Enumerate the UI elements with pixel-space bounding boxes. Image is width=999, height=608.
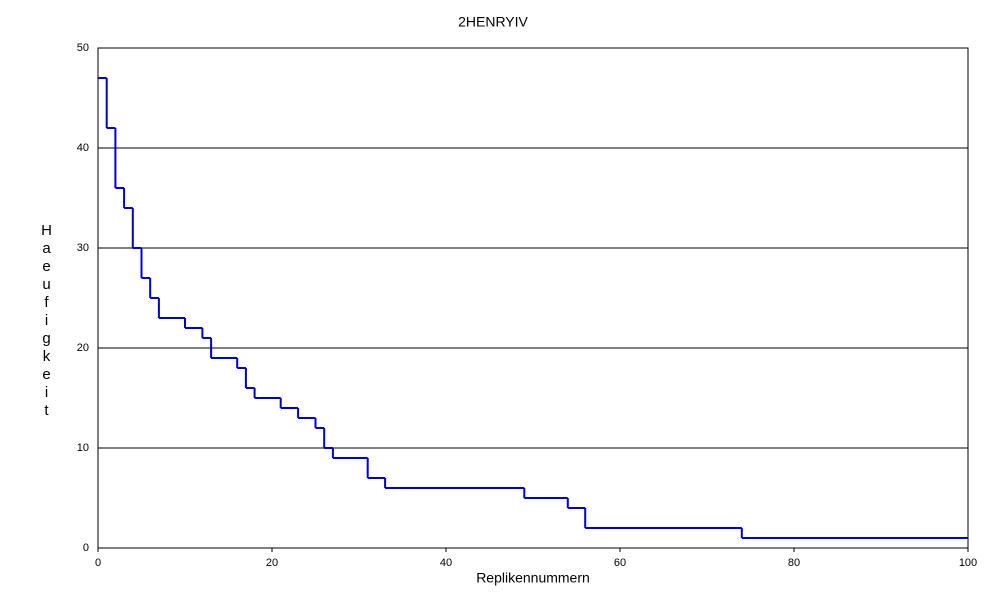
x-tick-label: 40: [440, 557, 452, 569]
chart-title: 2HENRYIV: [458, 14, 528, 30]
y-tick-label: 50: [77, 42, 89, 54]
plot-frame: [97, 47, 969, 549]
x-tick-label: 0: [95, 557, 101, 569]
x-tick-label: 80: [788, 557, 800, 569]
y-tick-label: 40: [77, 142, 89, 154]
y-tick-label: 30: [77, 242, 89, 254]
x-tick-label: 20: [266, 557, 278, 569]
y-tick-label: 0: [83, 542, 89, 554]
y-tick-label: 20: [77, 342, 89, 354]
x-axis-label: Replikennummern: [476, 570, 590, 586]
x-tick-label: 100: [959, 557, 977, 569]
y-tick-label: 10: [77, 442, 89, 454]
x-tick-label: 60: [614, 557, 626, 569]
y-axis-label: Haeufigkeit: [38, 222, 55, 420]
